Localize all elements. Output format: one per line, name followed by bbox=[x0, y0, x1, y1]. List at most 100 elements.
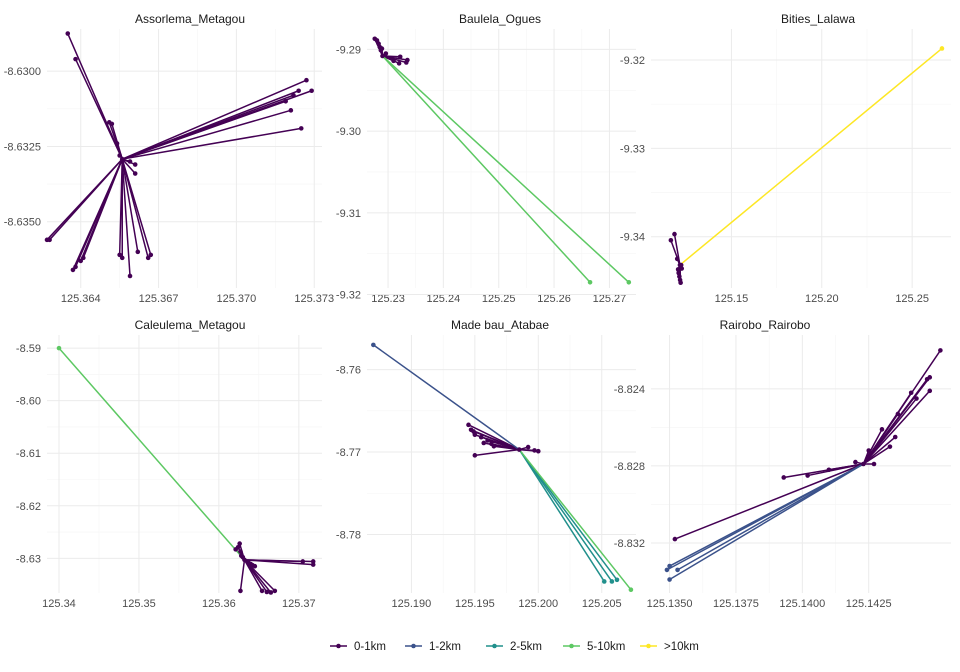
y-tick-label: -8.76 bbox=[336, 365, 361, 377]
segment-0-1km bbox=[674, 463, 865, 540]
segment-5-10km bbox=[381, 55, 630, 284]
point-5-10km bbox=[56, 345, 62, 351]
segment-0-1km bbox=[862, 397, 918, 465]
point-0-1km bbox=[310, 562, 316, 567]
point-0-1km bbox=[259, 588, 265, 594]
legend: 0-1km 1-2km 2-5km 5-10km >10km bbox=[330, 641, 699, 653]
panel-title: Baulela_Ogues bbox=[459, 12, 541, 26]
point-0-1km bbox=[309, 88, 314, 94]
point-0-1km bbox=[117, 153, 122, 158]
panel-made-bau_atabae: 125.190 125.195 125.200 125.205 -8.76 -8.77 -8… bbox=[336, 318, 636, 610]
y-tick-label: -9.33 bbox=[620, 143, 645, 155]
panel-title: Caleulema_Metagou bbox=[135, 318, 246, 332]
y-tick-label: -8.78 bbox=[336, 529, 361, 541]
point-0-1km bbox=[466, 422, 471, 428]
point-0-1km bbox=[491, 443, 497, 449]
panel-bities_lalawa: 125.15 125.20 125.25 -9.32 -9.33 -9.34 Bities_… bbox=[620, 12, 951, 305]
point-0-1km bbox=[264, 589, 270, 595]
legend-label: 1-2km bbox=[429, 641, 461, 653]
segment->10km bbox=[679, 47, 943, 266]
x-tick-label: 125.15 bbox=[715, 293, 749, 305]
segment-0-1km bbox=[862, 436, 896, 465]
y-tick-label: -9.30 bbox=[336, 126, 361, 138]
point-1-2km bbox=[667, 577, 672, 582]
y-tick-label: -9.29 bbox=[336, 44, 361, 56]
point-0-1km bbox=[235, 544, 241, 550]
point-0-1km bbox=[396, 61, 402, 66]
x-tick-label: 125.205 bbox=[582, 598, 622, 610]
panel-rairobo_rairobo: 125.1350 125.1375 125.1400 125.1425 -8.824 -8… bbox=[614, 318, 951, 610]
x-tick-label: 125.1425 bbox=[846, 598, 892, 610]
point-0-1km bbox=[668, 237, 674, 243]
point-5-10km bbox=[628, 587, 634, 593]
point-0-1km bbox=[914, 396, 919, 401]
y-tick-label: -9.34 bbox=[620, 232, 645, 244]
segment-2-5km bbox=[518, 448, 606, 583]
point-0-1km bbox=[676, 270, 681, 276]
point-0-1km bbox=[481, 440, 487, 446]
segment-0-1km bbox=[862, 445, 891, 465]
point-0-1km bbox=[677, 274, 682, 279]
x-tick-label: 125.34 bbox=[42, 598, 76, 610]
point-0-1km bbox=[853, 459, 858, 465]
x-tick-label: 125.27 bbox=[593, 293, 627, 305]
point-0-1km bbox=[532, 448, 537, 453]
x-tick-label: 125.1400 bbox=[779, 598, 825, 610]
y-tick-label: -8.59 bbox=[16, 343, 41, 355]
x-tick-label: 125.373 bbox=[294, 293, 334, 305]
x-tick-label: 125.20 bbox=[805, 293, 839, 305]
point-0-1km bbox=[887, 444, 893, 449]
point-0-1km bbox=[525, 444, 531, 450]
x-tick-label: 125.367 bbox=[139, 293, 179, 305]
point-0-1km bbox=[268, 590, 274, 595]
segment-5-10km bbox=[381, 55, 591, 284]
legend-label: >10km bbox=[664, 641, 699, 653]
point-5-10km bbox=[626, 279, 632, 285]
point-0-1km bbox=[397, 54, 403, 60]
legend-key-point bbox=[492, 643, 497, 649]
segment-0-1km bbox=[121, 79, 308, 160]
hub-point bbox=[380, 53, 385, 59]
point-0-1km bbox=[298, 126, 304, 131]
y-tick-label: -8.60 bbox=[16, 396, 41, 408]
point-5-10km bbox=[587, 279, 593, 285]
y-tick-label: -9.32 bbox=[336, 290, 361, 302]
legend-label: 5-10km bbox=[587, 641, 625, 653]
panel-title: Rairobo_Rairobo bbox=[720, 318, 811, 332]
y-tick-label: -8.62 bbox=[16, 501, 41, 513]
point-1-2km bbox=[667, 563, 672, 569]
segment-0-1km bbox=[48, 158, 123, 241]
legend-label: 2-5km bbox=[510, 641, 542, 653]
point-0-1km bbox=[272, 588, 278, 594]
segment-2-5km bbox=[518, 448, 613, 583]
point-0-1km bbox=[927, 388, 933, 394]
point-0-1km bbox=[310, 559, 316, 564]
point-0-1km bbox=[304, 77, 309, 83]
point-0-1km bbox=[391, 58, 396, 64]
panel-caleulema_metagou: 125.34 125.35 125.36 125.37 -8.59 -8.60 -8.61 -… bbox=[16, 318, 322, 610]
x-tick-label: 125.25 bbox=[482, 293, 516, 305]
legend-label: 0-1km bbox=[354, 641, 386, 653]
point->10km bbox=[939, 46, 945, 51]
point-0-1km bbox=[892, 434, 898, 440]
point-0-1km bbox=[132, 171, 138, 176]
segment-5-10km bbox=[58, 347, 246, 561]
x-tick-label: 125.24 bbox=[427, 293, 461, 305]
y-tick-label: -8.828 bbox=[614, 461, 645, 473]
panel-title: Bities_Lalawa bbox=[781, 12, 855, 26]
hub-point bbox=[119, 156, 125, 162]
legend-key-point bbox=[646, 643, 651, 649]
point-0-1km bbox=[379, 46, 385, 51]
segment-0-1km bbox=[121, 158, 139, 253]
segment-0-1km bbox=[121, 109, 292, 160]
point-0-1km bbox=[672, 536, 678, 542]
segment-0-1km bbox=[862, 390, 931, 465]
panel-baulela_ogues: 125.23 125.24 125.25 125.26 125.27 -9.29 -9.30… bbox=[336, 12, 636, 305]
segment-0-1km bbox=[493, 445, 521, 451]
point-0-1km bbox=[678, 280, 683, 285]
point-0-1km bbox=[132, 162, 138, 167]
point-0-1km bbox=[478, 434, 484, 440]
x-tick-label: 125.200 bbox=[518, 598, 558, 610]
point-0-1km bbox=[383, 51, 389, 56]
